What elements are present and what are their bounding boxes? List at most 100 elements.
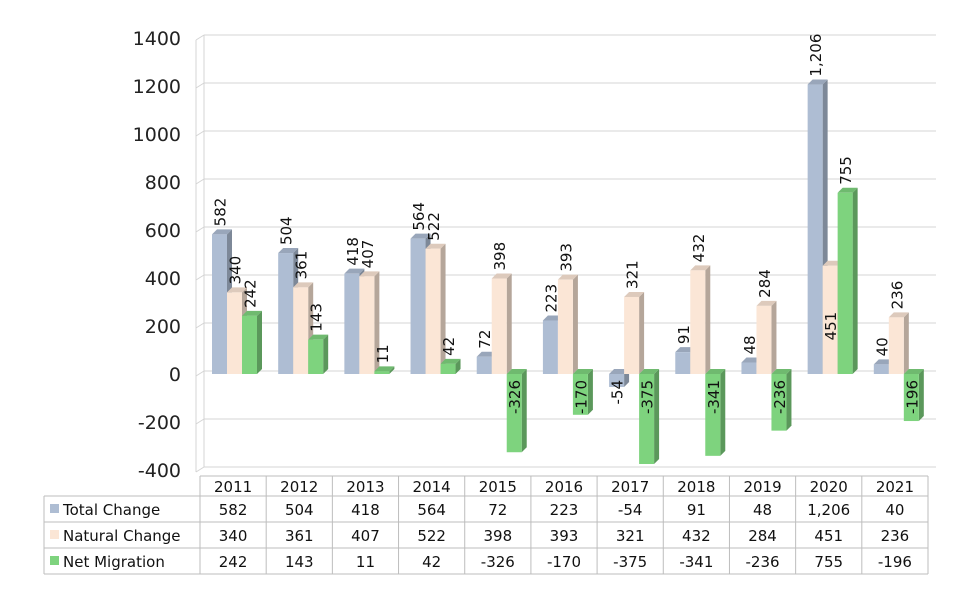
table-cell: -341 [679, 553, 713, 571]
bar-top [639, 369, 660, 374]
data-label: 504 [278, 216, 296, 245]
bar-front [624, 296, 640, 374]
data-label: -170 [572, 380, 590, 414]
bar-front [903, 374, 919, 422]
bar-top [227, 287, 247, 293]
bar-natural-change [359, 271, 380, 374]
bar-top [359, 271, 380, 277]
bar-front [557, 279, 573, 374]
gridline-corner [195, 178, 205, 185]
bar-front [873, 364, 889, 374]
table-cell: 48 [753, 501, 772, 519]
bar-net-migration [242, 310, 262, 374]
bar-side [705, 265, 711, 374]
bar-front [756, 305, 772, 374]
data-label: 361 [293, 251, 311, 280]
bar-top [888, 312, 909, 318]
legend-label: Natural Change [63, 527, 181, 545]
bar-side [918, 369, 924, 422]
table-cell: 361 [285, 527, 314, 545]
bar-front [308, 339, 324, 374]
legend-swatch [50, 504, 59, 513]
bar-front [359, 276, 375, 374]
table-cell: -196 [878, 553, 912, 571]
y-tick-label: 1400 [133, 28, 181, 50]
bar-top [344, 268, 365, 274]
bar-top [308, 334, 329, 340]
bar-front [705, 374, 721, 456]
bar-side [506, 273, 512, 374]
bar-front [690, 270, 706, 374]
bar-top [242, 310, 262, 316]
data-label: -341 [705, 380, 723, 414]
bar-front [506, 374, 522, 453]
bar-top [278, 248, 299, 254]
table-cell: 418 [351, 501, 380, 519]
data-label: 72 [476, 330, 494, 349]
data-label: -326 [506, 380, 524, 414]
data-label: 432 [690, 234, 708, 263]
table-header-year: 2015 [479, 478, 517, 496]
bar-net-migration [308, 334, 329, 374]
bar-side [257, 310, 262, 374]
data-label: 284 [756, 269, 774, 298]
bar-natural-change [690, 265, 711, 374]
y-tick-label: 800 [145, 172, 181, 194]
gridline-corner [195, 466, 205, 473]
data-label: -196 [903, 380, 921, 414]
legend-label: Total Change [62, 501, 160, 519]
data-label: 91 [675, 325, 693, 344]
table-cell: 522 [417, 527, 446, 545]
bar-natural-change [624, 291, 645, 374]
bar-side [440, 243, 446, 374]
table-cell: 91 [687, 501, 706, 519]
data-label: 418 [344, 237, 362, 266]
bars [212, 79, 924, 464]
table-cell: 72 [488, 501, 507, 519]
bar-side [374, 271, 380, 374]
gridline-corner [195, 34, 205, 41]
data-label: 40 [873, 337, 891, 356]
bar-top [374, 366, 395, 372]
bar-front [888, 317, 904, 374]
y-axis: -400 -200 0 200 400 600 800 1000 1200 1400 [133, 28, 205, 482]
table-cell: 340 [219, 527, 248, 545]
table-header-year: 2019 [743, 478, 781, 496]
bar-side [771, 300, 777, 374]
bar-natural-change [425, 243, 446, 374]
table-cell: 407 [351, 527, 380, 545]
data-label: 582 [212, 198, 230, 227]
bar-front [227, 292, 242, 374]
bar-front [771, 374, 787, 431]
bar-front [837, 192, 853, 374]
bar-side [786, 369, 792, 431]
bar-side [455, 358, 461, 374]
bar-front [212, 234, 227, 374]
bar-front [639, 374, 655, 464]
y-tick-label: -400 [138, 460, 181, 482]
bar-side [903, 312, 909, 374]
table-cell: 321 [616, 527, 645, 545]
data-label: 236 [888, 281, 906, 310]
table-cell: 582 [219, 501, 248, 519]
table-cell: 40 [885, 501, 904, 519]
bar-side [852, 187, 858, 374]
bar-side [654, 369, 660, 464]
bar-front [675, 352, 691, 374]
table-cell: 42 [422, 553, 441, 571]
data-label: 522 [425, 212, 443, 241]
table-header-year: 2011 [214, 478, 252, 496]
bar-top [705, 369, 726, 374]
data-label: 398 [491, 242, 509, 271]
bar-net-migration [506, 369, 527, 453]
data-label: 143 [308, 303, 326, 332]
bar-front [822, 265, 838, 374]
data-label: -54 [609, 380, 627, 405]
table-cell: 755 [814, 553, 843, 571]
data-label: 42 [440, 337, 458, 356]
bar-front [425, 248, 441, 374]
table-header-year: 2013 [346, 478, 384, 496]
bar-side [521, 369, 527, 453]
bar-top [903, 369, 924, 374]
